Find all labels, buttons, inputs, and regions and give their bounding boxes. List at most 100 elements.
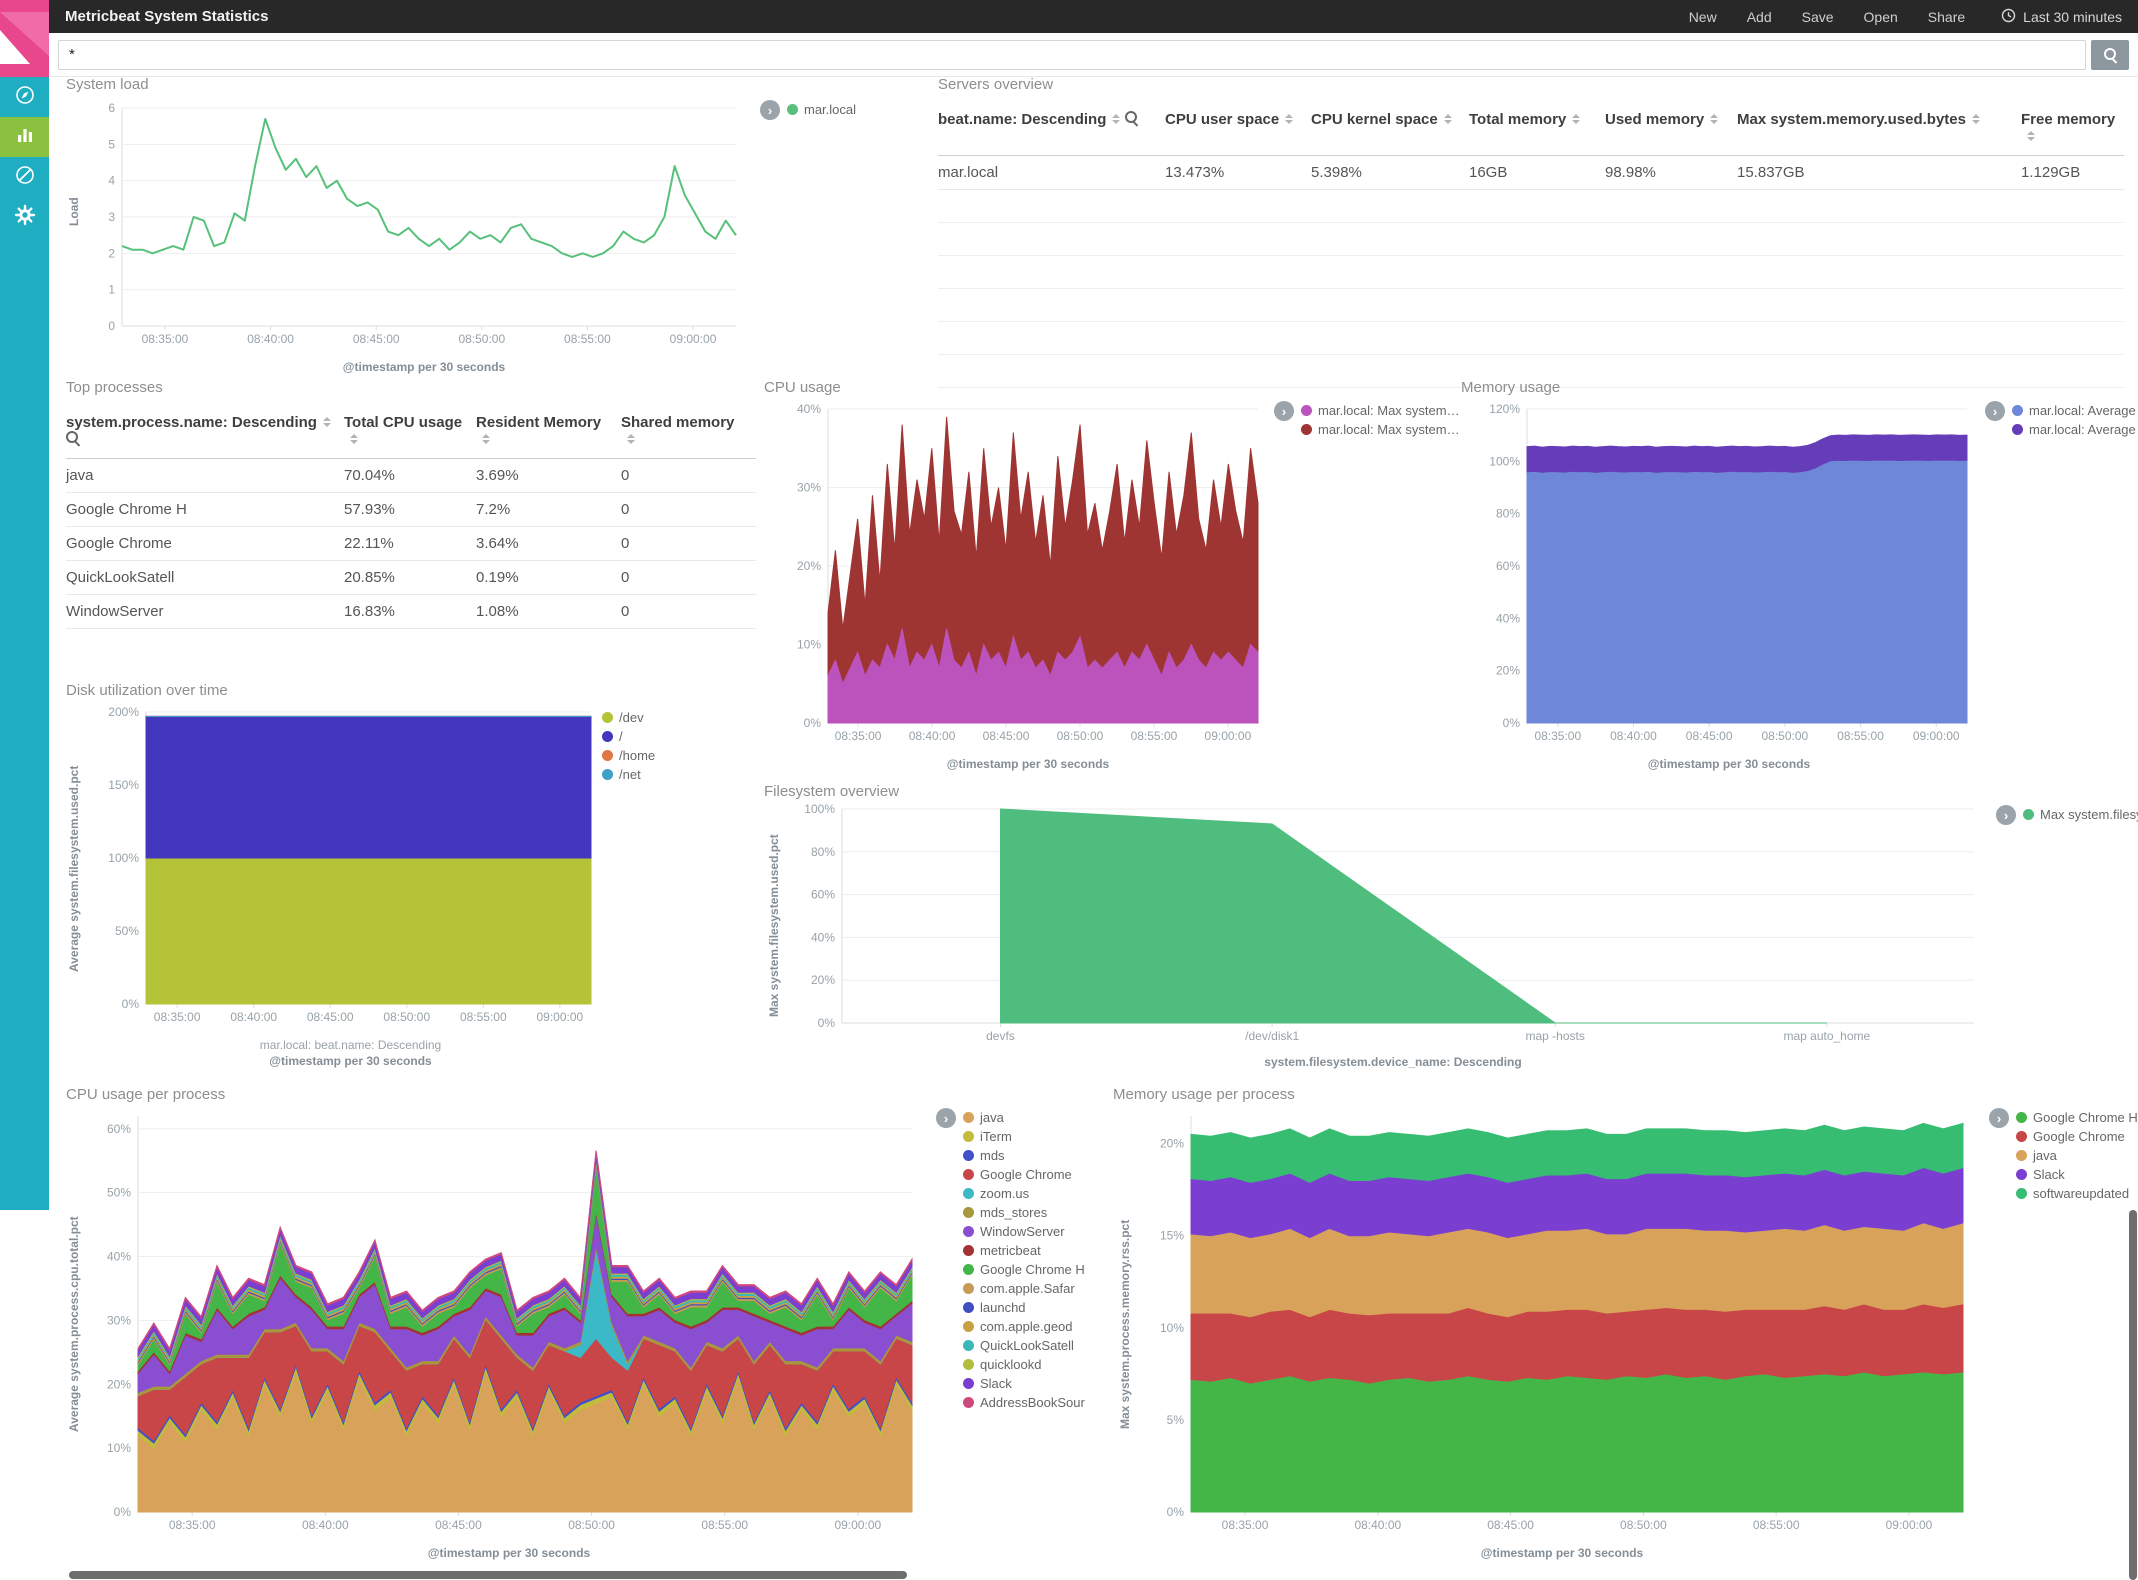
legend-item[interactable]: mar.local <box>787 100 856 119</box>
legend-item[interactable]: /dev <box>602 708 655 727</box>
svg-text:80%: 80% <box>811 845 835 859</box>
legend-item[interactable]: mar.local: Average sys… <box>2012 401 2138 420</box>
legend-item[interactable]: Google Chrome H <box>963 1260 1085 1279</box>
sort-icon[interactable] <box>1572 114 1581 125</box>
table-column-header[interactable]: Total CPU usage <box>344 405 476 458</box>
legend-item[interactable]: com.apple.geod <box>963 1317 1085 1336</box>
table-column-header[interactable]: Shared memory <box>621 405 756 458</box>
legend-item[interactable]: launchd <box>963 1298 1085 1317</box>
legend-item[interactable]: mds_stores <box>963 1203 1085 1222</box>
legend-color-dot <box>963 1131 974 1142</box>
sort-icon[interactable] <box>627 434 635 445</box>
disk-utilization-chart[interactable]: 0% 50% 100% 150% 200% 08:35:00 08:40:00 08:45:0… <box>98 704 603 1034</box>
legend-color-dot <box>2012 405 2023 416</box>
legend-item[interactable]: WindowServer <box>963 1222 1085 1241</box>
cpu-per-process-chart[interactable]: 0% 10% 20% 30% 40% 50% 60% 08:35:00 08:40:00 08:4… <box>94 1106 924 1542</box>
search-input[interactable] <box>58 39 2086 70</box>
table-row: WindowServer 16.83% 1.08% 0 <box>66 595 756 629</box>
legend-item[interactable]: /net <box>602 765 655 784</box>
top-menu-item[interactable]: Open <box>1863 8 1898 25</box>
legend-item[interactable]: /home <box>602 746 655 765</box>
table-column-header[interactable]: Total memory <box>1469 102 1605 138</box>
table-column-header[interactable]: system.process.name: Descending <box>66 405 344 458</box>
sidebar-item-timelion[interactable] <box>0 157 49 197</box>
sort-icon[interactable] <box>1285 114 1294 125</box>
sort-icon[interactable] <box>350 434 358 445</box>
search-button[interactable] <box>2091 39 2129 70</box>
legend-item[interactable]: metricbeat <box>963 1241 1085 1260</box>
legend-color-dot <box>963 1150 974 1161</box>
table-column-header[interactable]: Free memory <box>2021 102 2124 155</box>
sort-icon[interactable] <box>2027 131 2035 142</box>
table-column-header[interactable]: CPU kernel space <box>1311 102 1469 138</box>
cpu-usage-chart[interactable]: 0% 10% 20% 30% 40% 08:35:00 08:40:00 08:45:00 08… <box>788 399 1268 753</box>
legend-item[interactable]: Google Chrome <box>963 1165 1085 1184</box>
panel-title-memory-usage: Memory usage <box>1461 379 1561 396</box>
top-menu-item[interactable]: Add <box>1746 8 1772 25</box>
svg-text:08:50:00: 08:50:00 <box>1761 729 1808 743</box>
filesystem-chart[interactable]: 0% 20% 40% 60% 80% 100% devfs/dev/disk1 map -ho… <box>798 801 1988 1051</box>
table-column-header[interactable]: Max system.memory.used.bytes <box>1737 102 2021 138</box>
legend-item[interactable]: java <box>2016 1146 2138 1165</box>
sidebar-item-management[interactable] <box>0 197 49 237</box>
table-column-header[interactable]: Used memory <box>1605 102 1737 138</box>
legend-item[interactable]: Google Chrome <box>2016 1127 2138 1146</box>
legend-item[interactable]: Slack <box>2016 1165 2138 1184</box>
legend-toggle-icon[interactable]: › <box>760 100 780 120</box>
svg-text:10%: 10% <box>107 1441 131 1455</box>
legend-item[interactable]: iTerm <box>963 1127 1085 1146</box>
memory-per-process-chart[interactable]: 0% 5% 10% 15% 20% 08:35:00 08:40:00 08:45:00 08:… <box>1147 1106 1977 1542</box>
legend-item[interactable]: mds <box>963 1146 1085 1165</box>
time-picker[interactable]: Last 30 minutes <box>2001 8 2122 26</box>
legend-toggle-icon[interactable]: › <box>1274 401 1294 421</box>
svg-text:30%: 30% <box>107 1313 131 1327</box>
legend-item[interactable]: / <box>602 727 655 746</box>
legend-item[interactable]: Slack <box>963 1374 1085 1393</box>
sidebar-item-discover[interactable] <box>0 77 49 117</box>
sort-icon[interactable] <box>482 434 490 445</box>
table-column-header[interactable]: beat.name: Descending <box>938 102 1165 138</box>
svg-text:08:50:00: 08:50:00 <box>1057 729 1104 743</box>
legend-toggle-icon[interactable]: › <box>1985 401 2005 421</box>
legend-item[interactable]: java <box>963 1108 1085 1127</box>
legend-item[interactable]: softwareupdated <box>2016 1184 2138 1203</box>
legend-item[interactable]: QuickLookSatell <box>963 1336 1085 1355</box>
top-menu-item[interactable]: Share <box>1927 8 1966 25</box>
legend-toggle-icon[interactable]: › <box>936 1108 956 1128</box>
horizontal-scrollbar-thumb[interactable] <box>69 1571 907 1579</box>
table-column-header[interactable]: Resident Memory <box>476 405 621 458</box>
top-menu-item[interactable]: New <box>1688 8 1717 25</box>
memory-usage-chart[interactable]: 0% 20% 40% 60% 80% 100% 120% 08:35:00 08:40:00 08… <box>1479 399 1979 753</box>
empty-row <box>938 256 2124 289</box>
panel-system-load: System load Load 0 1 2 3 4 5 6 08:35:00 08:40:00… <box>66 76 856 376</box>
legend-item[interactable]: Google Chrome H <box>2016 1108 2138 1127</box>
sort-icon[interactable] <box>1710 114 1719 125</box>
svg-text:40%: 40% <box>797 402 821 416</box>
legend-item[interactable]: mar.local: Max system… <box>1301 420 1460 439</box>
legend-toggle-icon[interactable]: › <box>1989 1108 2009 1128</box>
sort-icon[interactable] <box>1443 114 1452 125</box>
sort-icon[interactable] <box>1112 114 1121 125</box>
compass-icon <box>14 84 36 111</box>
svg-text:10%: 10% <box>1160 1321 1184 1335</box>
top-menu-item[interactable]: Save <box>1801 8 1834 25</box>
column-search-icon[interactable] <box>66 431 79 444</box>
legend-toggle-icon[interactable]: › <box>1996 805 2016 825</box>
sort-icon[interactable] <box>322 417 331 428</box>
legend-item[interactable]: AddressBookSour <box>963 1393 1085 1412</box>
legend-item[interactable]: com.apple.Safar <box>963 1279 1085 1298</box>
kibana-logo[interactable] <box>0 0 49 77</box>
legend-item[interactable]: Max system.filesystem… <box>2023 805 2138 824</box>
system-load-chart[interactable]: 0 1 2 3 4 5 6 08:35:00 08:40:00 08:45:00 08:50:00 0… <box>96 98 752 356</box>
sort-icon[interactable] <box>1972 114 1980 125</box>
vertical-scrollbar-thumb[interactable] <box>2129 1210 2137 1580</box>
legend-item[interactable]: mar.local: Max system… <box>1301 401 1460 420</box>
column-search-icon[interactable] <box>1124 111 1138 124</box>
svg-text:08:40:00: 08:40:00 <box>247 332 294 346</box>
legend-item[interactable]: zoom.us <box>963 1184 1085 1203</box>
legend-item[interactable]: quicklookd <box>963 1355 1085 1374</box>
panel-servers-overview: Servers overview beat.name: Descending C… <box>938 76 2124 388</box>
legend-item[interactable]: mar.local: Average sys… <box>2012 420 2138 439</box>
sidebar-item-visualize[interactable] <box>0 117 49 157</box>
table-column-header[interactable]: CPU user space <box>1165 102 1311 138</box>
